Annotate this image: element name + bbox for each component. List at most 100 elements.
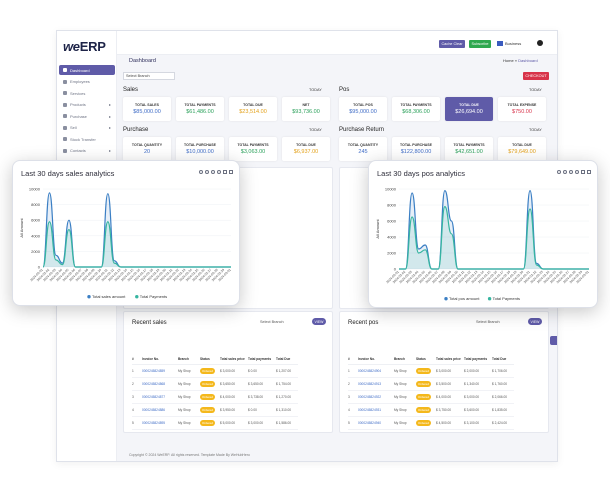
column-header[interactable]: Invoice No. [142, 354, 178, 365]
legend-label[interactable]: Total Payments [493, 296, 520, 301]
column-header[interactable]: Status [416, 354, 436, 365]
sidebar-item-employees[interactable]: Employees [59, 77, 115, 87]
legend-marker[interactable] [444, 297, 448, 301]
sidebar-item-products[interactable]: Products ▸ [59, 100, 115, 110]
table-row[interactable]: 1 0000245824859 My Shop Ordered $ 3,000.00 $ … [132, 364, 298, 378]
purchase-return-period-filter[interactable]: TODAY [529, 128, 542, 132]
table-cell: My Shop [178, 403, 200, 417]
table-row[interactable]: 5 0000245824940 My Shop Ordered $ 4,500.00 $ … [348, 416, 514, 430]
invoice-link[interactable]: 0000245824940 [358, 416, 394, 430]
logo[interactable]: weERP [63, 39, 106, 54]
home-icon[interactable] [581, 170, 585, 174]
zoom-out-icon[interactable] [205, 170, 209, 174]
sidebar-item-contacts[interactable]: Contacts ▸ [59, 146, 115, 156]
pan-icon[interactable] [575, 170, 579, 174]
menu-icon[interactable] [229, 170, 233, 174]
stat-value: $122,800.00 [400, 149, 432, 155]
sales-stat-card: TOTAL DUE $23,514.00 [229, 97, 277, 121]
legend-label[interactable]: Total Payments [140, 294, 167, 299]
column-header[interactable]: Total Due [492, 354, 514, 365]
legend-label[interactable]: Total sales amount [92, 294, 126, 299]
status-cell: Ordered [416, 377, 436, 391]
branch-select[interactable]: Select Branch [123, 72, 175, 80]
invoice-link[interactable]: 0000245824886 [142, 403, 178, 417]
magnifier-icon[interactable] [211, 170, 215, 174]
table-cell: 4 [348, 403, 358, 417]
home-icon[interactable] [223, 170, 227, 174]
sidebar-item-purchase[interactable]: Purchase ▸ [59, 111, 115, 121]
legend-label[interactable]: Total pos amount [449, 296, 480, 301]
recent-pos-view-button[interactable]: VIEW [528, 318, 542, 325]
zoom-in-icon[interactable] [199, 170, 203, 174]
column-header[interactable]: Branch [394, 354, 416, 365]
purchase-stat-card: TOTAL PURCHASE $10,000.00 [176, 137, 224, 161]
flag-icon[interactable] [497, 41, 503, 46]
subscribe-button[interactable]: Subscribe [469, 40, 491, 48]
status-cell: Ordered [416, 416, 436, 430]
column-header[interactable]: # [132, 354, 142, 365]
menu-icon[interactable] [587, 170, 591, 174]
table-row[interactable]: 4 0000245824931 My Shop Ordered $ 3,750.00 $ … [348, 403, 514, 417]
stat-value: $68,306.00 [402, 109, 430, 115]
checkout-button[interactable]: CHECKOUT [523, 72, 549, 80]
sidebar-item-stock-transfer[interactable]: Stock Transfer [59, 134, 115, 144]
invoice-link[interactable]: 0000245824913 [358, 377, 394, 391]
recent-sales-view-button[interactable]: VIEW [312, 318, 326, 325]
table-row[interactable]: 3 0000245824877 My Shop Ordered $ 4,000.00 $ … [132, 390, 298, 404]
column-header[interactable]: Status [200, 354, 220, 365]
magnifier-icon[interactable] [569, 170, 573, 174]
stat-value: $750.00 [512, 109, 532, 115]
column-header[interactable]: Total Due [276, 354, 298, 365]
dark-mode-icon[interactable] [537, 40, 543, 46]
invoice-link[interactable]: 0000245824922 [358, 390, 394, 404]
zoom-in-icon[interactable] [557, 170, 561, 174]
status-cell: Ordered [416, 390, 436, 404]
column-header[interactable]: Total sales price [220, 354, 248, 365]
invoice-link[interactable]: 0000245824859 [142, 364, 178, 378]
invoice-link[interactable]: 0000245824868 [142, 377, 178, 391]
legend-marker[interactable] [135, 295, 139, 299]
table-row[interactable]: 1 0000245824904 My Shop Ordered $ 3,000.00 $ … [348, 364, 514, 378]
series-line-1[interactable] [398, 205, 589, 270]
series-line-1[interactable] [42, 221, 231, 268]
recent-sales-title: Recent sales [132, 320, 167, 326]
column-header[interactable]: Invoice No. [358, 354, 394, 365]
table-row[interactable]: 2 0000245824868 My Shop Ordered $ 3,650.00 $ … [132, 377, 298, 391]
table-cell: 3 [132, 390, 142, 404]
purchase-period-filter[interactable]: TODAY [309, 128, 322, 132]
table-row[interactable]: 3 0000245824922 My Shop Ordered $ 4,000.00 $ … [348, 390, 514, 404]
settings-gear-icon[interactable] [550, 336, 557, 345]
legend-marker[interactable] [87, 295, 91, 299]
sidebar-item-sell[interactable]: Sell ▸ [59, 123, 115, 133]
table-cell: My Shop [178, 390, 200, 404]
invoice-link[interactable]: 0000245824877 [142, 390, 178, 404]
legend-marker[interactable] [487, 297, 492, 301]
sales-area-chart: All Amount02000400060008000100002024-02-… [19, 187, 232, 300]
column-header[interactable]: Total payments [248, 354, 276, 365]
column-header[interactable]: # [348, 354, 358, 365]
invoice-link[interactable]: 0000245824904 [358, 364, 394, 378]
pos-stat-card: TOTAL POS $95,000.00 [339, 97, 387, 121]
table-row[interactable]: 2 0000245824913 My Shop Ordered $ 3,500.00 $ … [348, 377, 514, 391]
column-header[interactable]: Branch [178, 354, 200, 365]
sidebar-item-dashboard[interactable]: Dashboard [59, 65, 115, 75]
table-row[interactable]: 4 0000245824886 My Shop Ordered $ 3,950.00 $ … [132, 403, 298, 417]
invoice-link[interactable]: 0000245824895 [142, 416, 178, 430]
sidebar-item-label: Sell [70, 125, 77, 130]
table-row[interactable]: 5 0000245824895 My Shop Ordered $ 5,000.00 $ … [132, 416, 298, 430]
pan-icon[interactable] [217, 170, 221, 174]
breadcrumb-home[interactable]: Home [503, 58, 514, 63]
cache-clear-button[interactable]: Cache Clear [439, 40, 465, 48]
recent-pos-branch-select[interactable]: Select Branch [476, 320, 500, 324]
zoom-out-icon[interactable] [563, 170, 567, 174]
recent-sales-branch-select[interactable]: Select Branch [260, 320, 284, 324]
recent-pos-table: # Invoice No. Branch Status Total sales pric… [348, 354, 514, 430]
sidebar-item-services[interactable]: Services [59, 88, 115, 98]
business-selector[interactable]: Business [505, 41, 522, 46]
column-header[interactable]: Total payments [464, 354, 492, 365]
column-header[interactable]: Total sales price [436, 354, 464, 365]
pos-period-filter[interactable]: TODAY [529, 88, 542, 92]
stat-label: TOTAL PURCHASE [184, 143, 216, 147]
invoice-link[interactable]: 0000245824931 [358, 403, 394, 417]
sales-period-filter[interactable]: TODAY [309, 88, 322, 92]
